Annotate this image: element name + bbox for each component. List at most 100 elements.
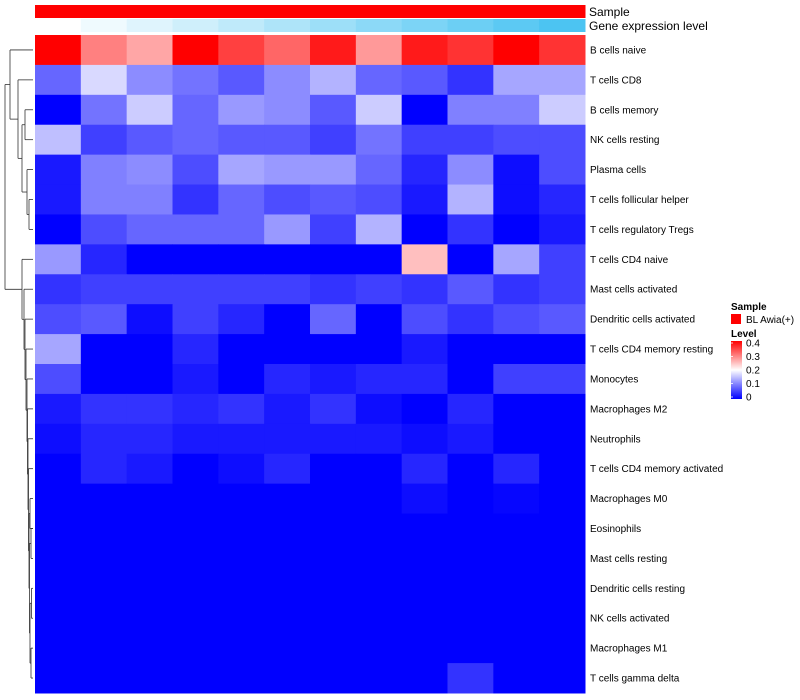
- heatmap-cell: [80, 483, 128, 515]
- heatmap-cell: [310, 334, 357, 365]
- legend-tick-label: 0.4: [746, 339, 760, 350]
- heatmap-cell: [355, 483, 403, 515]
- heatmap-cell: [401, 393, 448, 425]
- heatmap-cell: [264, 274, 311, 305]
- heatmap-cell: [310, 184, 357, 215]
- heatmap-cell: [35, 154, 82, 186]
- heatmap-cell: [35, 633, 82, 664]
- heatmap-cell: [493, 483, 540, 515]
- heatmap-cell: [35, 244, 82, 275]
- heatmap-cell: [126, 603, 173, 634]
- heatmap-cell: [310, 453, 357, 485]
- heatmap-cell: [80, 513, 128, 544]
- heatmap-cell: [310, 603, 357, 634]
- heatmap-cell: [310, 244, 357, 275]
- heatmap-cell: [80, 573, 128, 604]
- heatmap-cell: [539, 513, 586, 544]
- heatmap-cell: [447, 35, 494, 66]
- heatmap-cell: [80, 184, 128, 215]
- heatmap-cell: [172, 214, 219, 245]
- row-label: NK cells activated: [590, 614, 669, 625]
- heatmap-cells: [35, 35, 586, 694]
- heatmap-cell: [310, 393, 357, 425]
- heatmap-cell: [172, 393, 219, 425]
- heatmap-cell: [493, 184, 540, 215]
- heatmap-cell: [401, 304, 448, 335]
- heatmap-cell: [218, 304, 265, 335]
- heatmap-cell: [355, 35, 403, 66]
- heatmap-cell: [539, 453, 586, 485]
- heatmap-cell: [218, 543, 265, 574]
- heatmap-cell: [218, 94, 265, 126]
- heatmap-cell: [80, 334, 128, 365]
- heatmap-cell: [355, 573, 403, 604]
- sample-annotation-cell: [218, 5, 265, 18]
- row-label: Mast cells activated: [590, 285, 677, 296]
- sample-annotation-cell: [310, 5, 357, 18]
- heatmap-cell: [35, 184, 82, 215]
- heatmap-cell: [493, 513, 540, 544]
- row-label: Eosinophils: [590, 524, 641, 535]
- heatmap-cell: [539, 64, 586, 96]
- heatmap-cell: [401, 184, 448, 215]
- heatmap-cell: [401, 453, 448, 485]
- heatmap-cell: [172, 633, 219, 664]
- heatmap-cell: [539, 393, 586, 425]
- row-label: T cells follicular helper: [590, 195, 689, 206]
- legend-sample-item: BL Awia(+): [746, 315, 794, 326]
- heatmap-cell: [401, 633, 448, 664]
- heatmap-cell: [355, 274, 403, 305]
- heatmap-cell: [264, 35, 311, 66]
- legend-tick-label: 0.2: [746, 366, 760, 377]
- heatmap-cell: [218, 364, 265, 395]
- heatmap-cell: [35, 423, 82, 455]
- heatmap-cell: [35, 663, 82, 694]
- heatmap-cell: [264, 124, 311, 156]
- heatmap-cell: [80, 35, 128, 66]
- heatmap-cell: [539, 124, 586, 156]
- row-dendrogram: [4, 49, 33, 679]
- heatmap-cell: [310, 124, 357, 156]
- row-label: T cells CD4 naive: [590, 255, 669, 266]
- heatmap-cell: [401, 364, 448, 395]
- heatmap-cell: [218, 334, 265, 365]
- heatmap-cell: [264, 364, 311, 395]
- heatmap-cell: [35, 35, 82, 66]
- heatmap-cell: [310, 274, 357, 305]
- heatmap-cell: [218, 35, 265, 66]
- row-label: T cells CD4 memory resting: [590, 345, 713, 356]
- heatmap-cell: [126, 543, 173, 574]
- legend-level-colorbar: [731, 341, 742, 399]
- expression-annotation-cell: [218, 19, 265, 32]
- heatmap-cell: [80, 453, 128, 485]
- heatmap-cell: [447, 184, 494, 215]
- heatmap-cell: [126, 94, 173, 126]
- heatmap-cell: [264, 334, 311, 365]
- heatmap-cell: [401, 124, 448, 156]
- expression-annotation-cell: [493, 19, 540, 32]
- heatmap-cell: [539, 663, 586, 694]
- expression-annotation-cell: [80, 19, 128, 32]
- heatmap-cell: [493, 334, 540, 365]
- heatmap-cell: [539, 633, 586, 664]
- heatmap-cell: [310, 364, 357, 395]
- row-label: Dendritic cells resting: [590, 584, 685, 595]
- heatmap-cell: [264, 573, 311, 604]
- heatmap-cell: [264, 663, 311, 694]
- heatmap-cell: [80, 543, 128, 574]
- heatmap-cell: [264, 64, 311, 96]
- heatmap-cell: [126, 274, 173, 305]
- expression-annotation-cell: [539, 19, 586, 32]
- heatmap-cell: [539, 184, 586, 215]
- heatmap-cell: [447, 633, 494, 664]
- expression-annotation-cell: [447, 19, 494, 32]
- heatmap-cell: [447, 483, 494, 515]
- heatmap-cell: [172, 124, 219, 156]
- heatmap-cell: [80, 393, 128, 425]
- heatmap-cell: [355, 543, 403, 574]
- heatmap-cell: [355, 94, 403, 126]
- heatmap-cell: [126, 184, 173, 215]
- heatmap-cell: [447, 423, 494, 455]
- heatmap-cell: [355, 64, 403, 96]
- heatmap-cell: [401, 603, 448, 634]
